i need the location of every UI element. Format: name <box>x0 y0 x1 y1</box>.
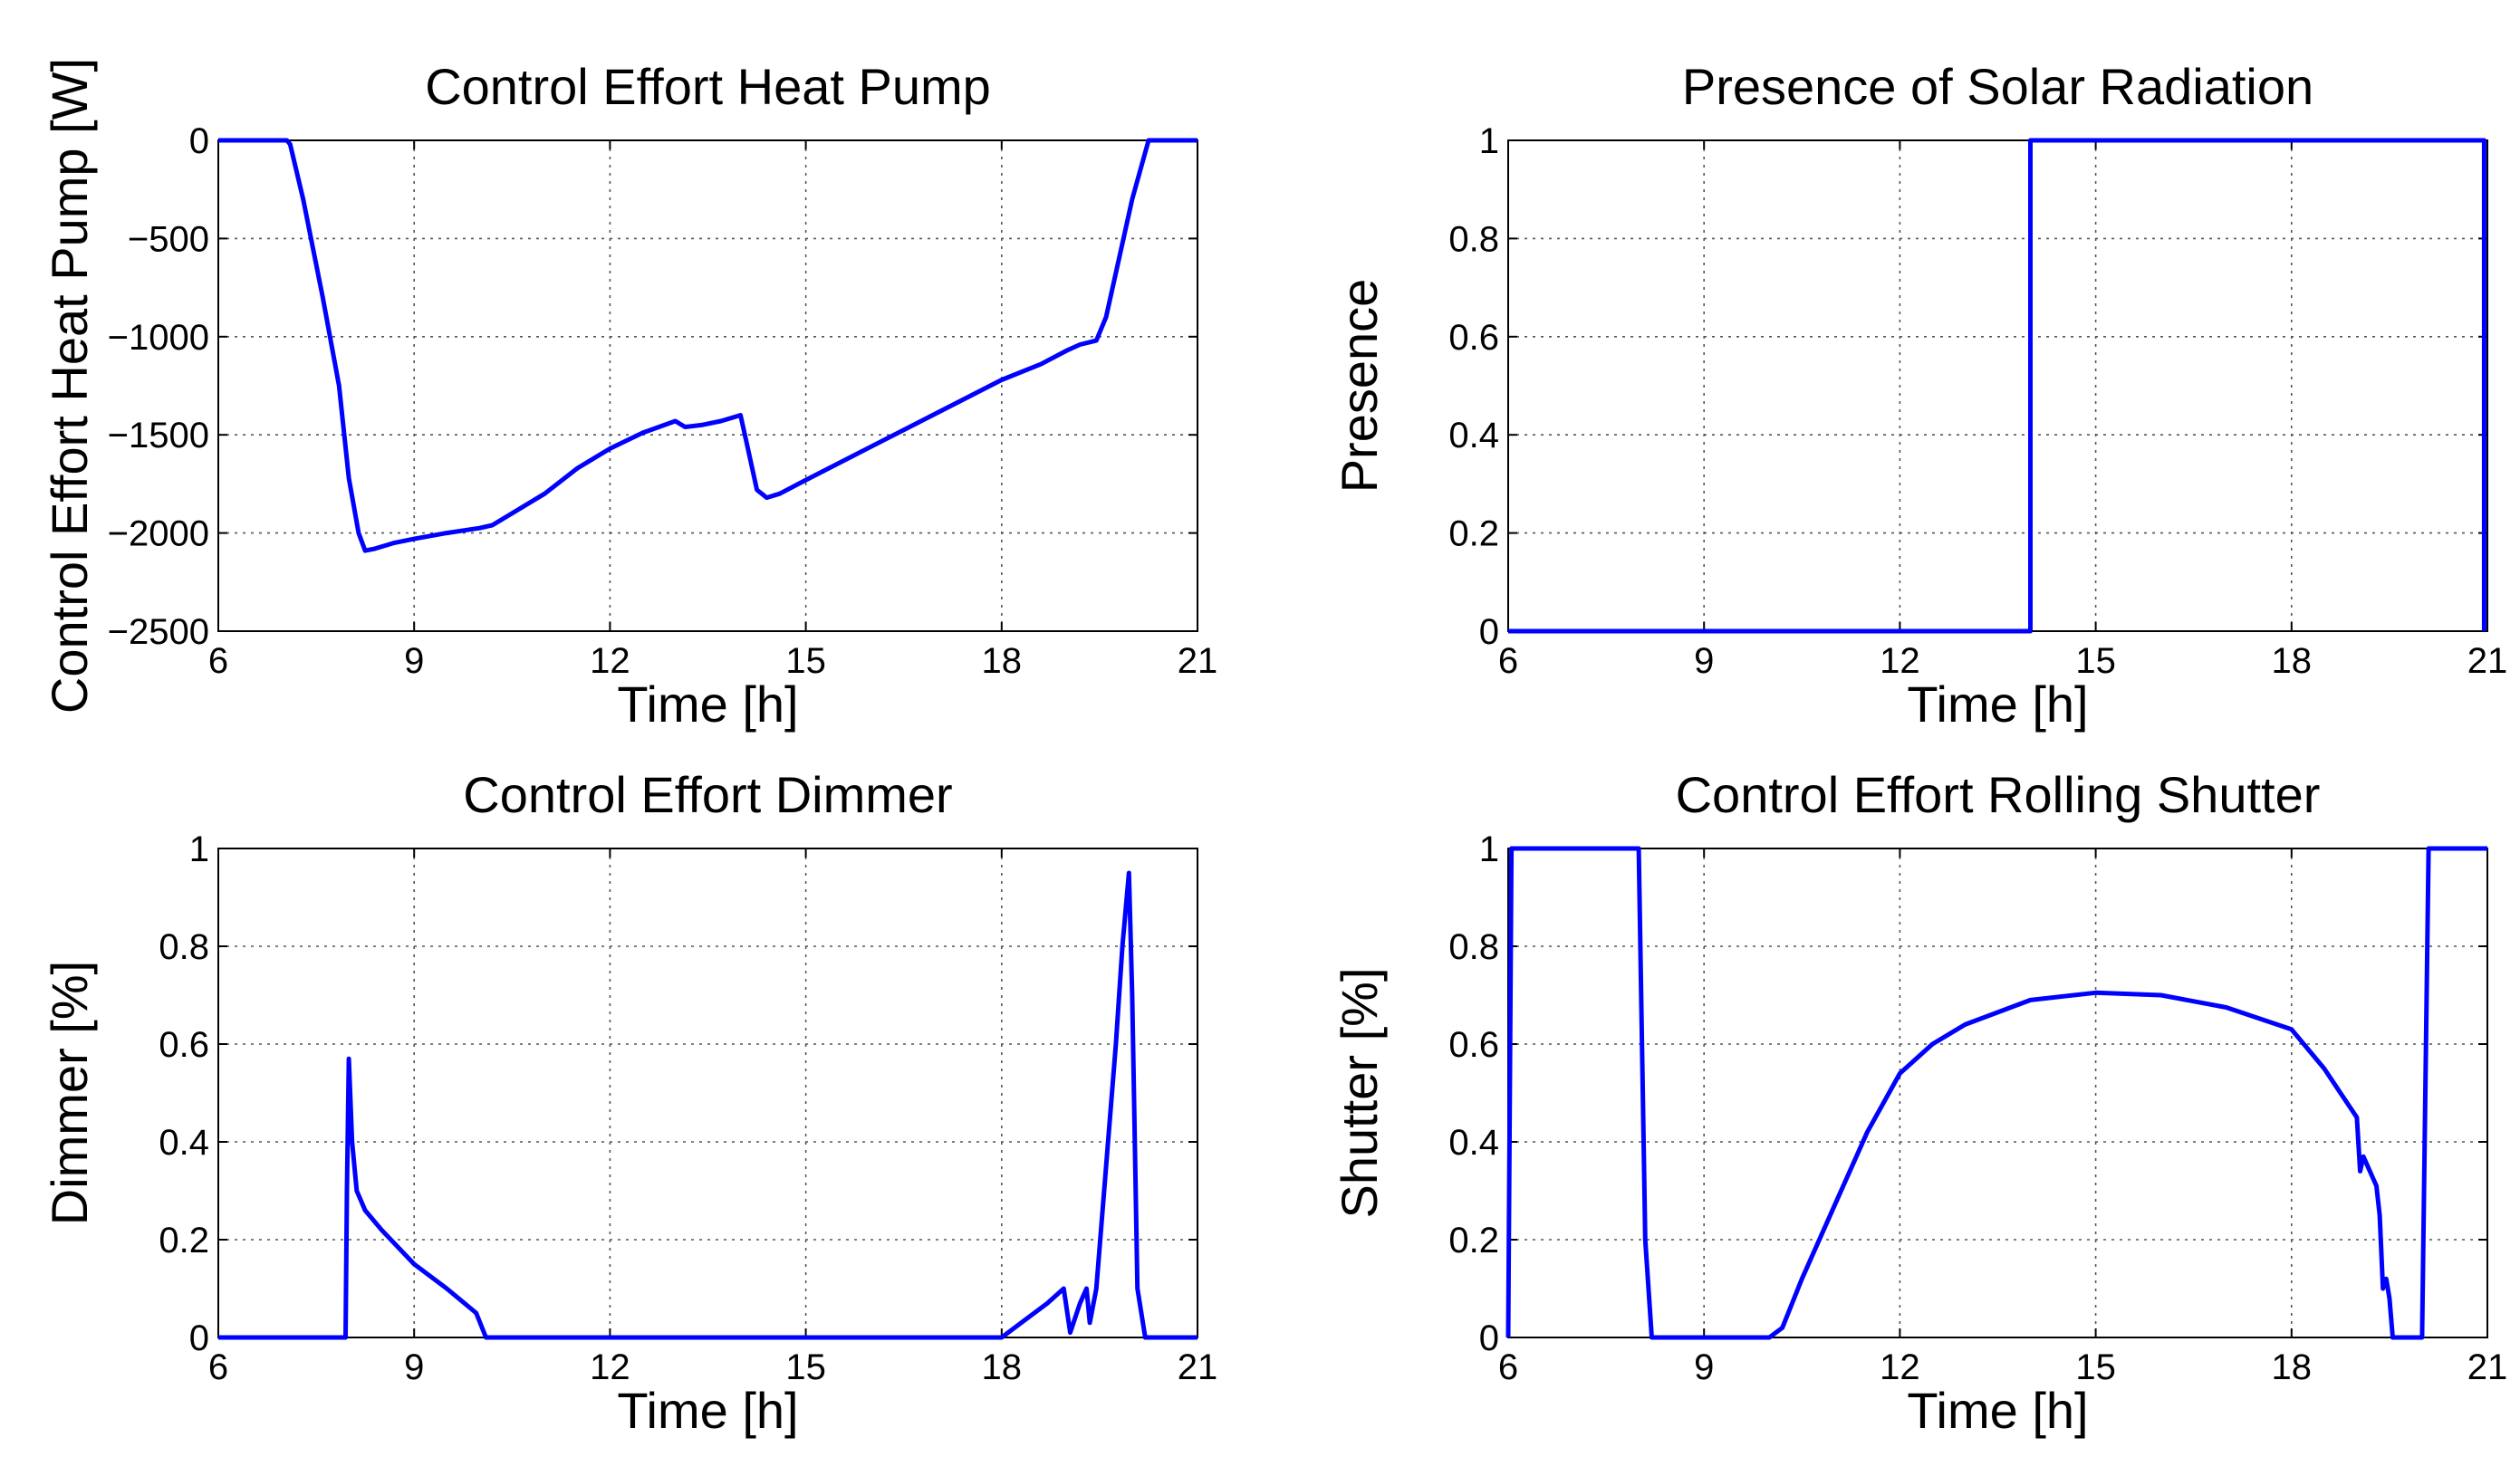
x-tick-label: 21 <box>1178 1347 1218 1387</box>
x-tick-label: 21 <box>1178 641 1218 681</box>
axes-frame <box>217 139 1198 632</box>
x-tick-label: 6 <box>208 641 228 681</box>
y-tick-label: 1 <box>1479 121 1499 161</box>
x-tick-label: 9 <box>1694 1347 1714 1387</box>
x-tick-label: 15 <box>785 641 826 681</box>
x-axis-label: Time [h] <box>617 1382 798 1439</box>
x-tick-label: 15 <box>785 1347 826 1387</box>
y-tick-label: 0.4 <box>1448 416 1499 455</box>
y-axis-label: Shutter [%] <box>1331 967 1388 1218</box>
y-tick-label: −1500 <box>108 416 209 455</box>
y-tick-label: 0.6 <box>159 1025 209 1065</box>
y-tick-label: 1 <box>1479 829 1499 869</box>
y-tick-label: 0.6 <box>1448 318 1499 358</box>
x-tick-label: 6 <box>208 1347 228 1387</box>
y-tick-label: −1000 <box>108 318 209 358</box>
x-tick-label: 15 <box>2075 1347 2116 1387</box>
series-line <box>1508 138 2486 634</box>
y-tick-label: 0 <box>1479 1318 1499 1358</box>
y-tick-label: 0.2 <box>1448 1221 1499 1260</box>
chart-title: Control Effort Heat Pump <box>425 58 991 115</box>
y-tick-label: 0.4 <box>159 1123 209 1163</box>
y-tick-label: −2000 <box>108 514 209 554</box>
y-tick-label: 0 <box>189 121 209 161</box>
heat-pump-chart: 6 9 12 15 18 21 0 −500 −1000 −1500 −2000 −2500 Cont… <box>41 58 1217 733</box>
x-axis-label: Time [h] <box>1907 676 2088 733</box>
y-tick-label: 0 <box>1479 612 1499 652</box>
x-tick-label: 21 <box>2467 1347 2508 1387</box>
dimmer-chart: 6 9 12 15 18 21 0 0.2 0.4 0.6 0.8 1 Control Effort … <box>41 766 1217 1439</box>
y-tick-label: 0.2 <box>159 1221 209 1260</box>
x-tick-label: 12 <box>590 1347 630 1387</box>
y-tick-label: 0.4 <box>1448 1123 1499 1163</box>
x-tick-label: 9 <box>404 1347 424 1387</box>
x-tick-label: 18 <box>982 1347 1023 1387</box>
y-axis-label: Control Effort Heat Pump [W] <box>41 58 98 714</box>
x-tick-label: 18 <box>2272 1347 2313 1387</box>
chart-title: Control Effort Dimmer <box>463 766 952 823</box>
x-tick-label: 12 <box>1880 1347 1920 1387</box>
x-tick-label: 6 <box>1498 1347 1518 1387</box>
y-tick-label: 0 <box>189 1318 209 1358</box>
x-tick-label: 9 <box>404 641 424 681</box>
x-tick-label: 6 <box>1498 641 1518 681</box>
x-axis-label: Time [h] <box>617 676 798 733</box>
y-tick-label: 0.2 <box>1448 514 1499 554</box>
series-line <box>1505 846 2487 1340</box>
x-tick-label: 9 <box>1694 641 1714 681</box>
x-tick-label: 21 <box>2467 641 2508 681</box>
y-axis-label: Presence <box>1331 279 1388 494</box>
y-tick-label: 0.6 <box>1448 1025 1499 1065</box>
y-tick-label: 0.8 <box>1448 927 1499 967</box>
x-tick-label: 12 <box>1880 641 1920 681</box>
y-tick-label: −500 <box>128 219 209 259</box>
x-tick-label: 15 <box>2075 641 2116 681</box>
y-tick-label: 0.8 <box>1448 219 1499 259</box>
y-tick-label: −2500 <box>108 612 209 652</box>
chart-title: Control Effort Rolling Shutter <box>1676 766 2321 823</box>
chart-title: Presence of Solar Radiation <box>1682 58 2313 115</box>
y-tick-label: 1 <box>189 829 209 869</box>
y-axis-label: Dimmer [%] <box>41 961 98 1225</box>
solar-presence-chart: 6 9 12 15 18 21 0 0.2 0.4 0.6 0.8 1 Presence of Sol… <box>1331 58 2507 733</box>
series-line <box>218 138 1197 553</box>
x-tick-label: 12 <box>590 641 630 681</box>
series-line <box>218 870 1197 1340</box>
x-tick-label: 18 <box>982 641 1023 681</box>
y-tick-label: 0.8 <box>159 927 209 967</box>
x-tick-label: 18 <box>2272 641 2313 681</box>
shutter-chart: 6 9 12 15 18 21 0 0.2 0.4 0.6 0.8 1 Control Effort … <box>1331 766 2507 1439</box>
x-axis-label: Time [h] <box>1907 1382 2088 1439</box>
